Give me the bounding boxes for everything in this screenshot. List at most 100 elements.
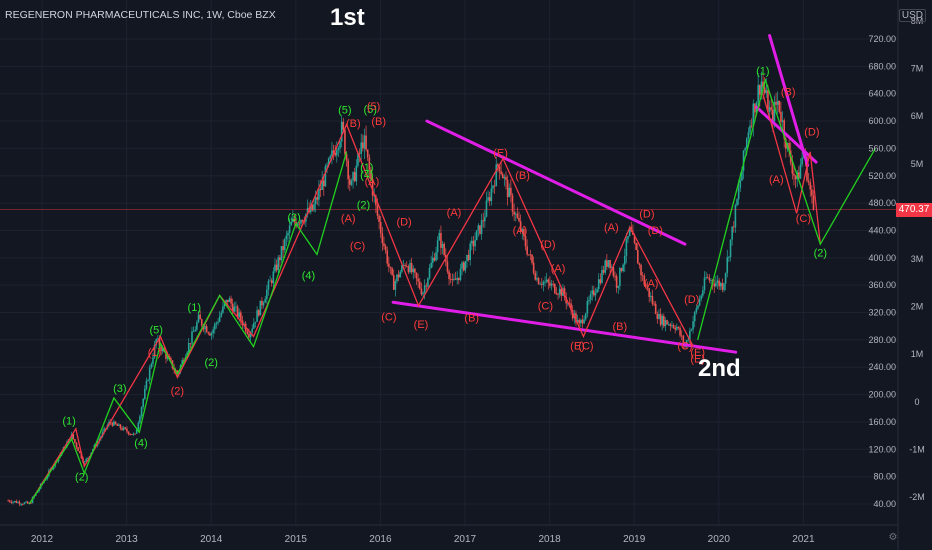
candle-body: [737, 187, 740, 200]
candle-body: [409, 263, 411, 273]
candle-body: [313, 204, 315, 211]
candle-body: [497, 164, 499, 167]
wave-label: (E): [570, 340, 585, 352]
candle-body: [464, 261, 467, 271]
price-tick-label: 320.00: [868, 308, 896, 318]
candle-body: [23, 502, 26, 505]
candle-body: [355, 165, 358, 182]
candle-body: [719, 283, 722, 287]
annotation-first: 1st: [330, 4, 365, 31]
candle-body: [223, 303, 226, 307]
candle-body: [192, 331, 195, 333]
candle-body: [253, 323, 255, 329]
price-tick-label: 560.00: [868, 143, 896, 153]
candle-body: [69, 439, 71, 441]
currency-label[interactable]: USD: [898, 9, 926, 22]
candle-body: [760, 81, 763, 95]
candle-body: [687, 339, 690, 341]
candle-body: [218, 316, 221, 322]
candle-body: [75, 442, 78, 448]
candle-body: [742, 150, 745, 171]
candle-body: [116, 424, 118, 426]
candle-body: [117, 424, 120, 426]
settings-icon[interactable]: ⚙: [888, 532, 898, 543]
candle-body: [811, 189, 813, 196]
candle-body: [529, 254, 532, 256]
wave-label: (D): [648, 225, 663, 237]
candle-body: [636, 249, 639, 264]
candle-body: [386, 250, 389, 264]
candle-body: [137, 422, 140, 430]
wave-label: (C): [350, 241, 365, 253]
candle-body: [207, 332, 210, 334]
candle-body: [427, 278, 429, 287]
candle-body: [30, 502, 32, 504]
candle-body: [809, 181, 812, 190]
candle-body: [422, 292, 424, 295]
volume-tick-label: 0: [914, 397, 919, 407]
candle-body: [345, 153, 348, 161]
candle-body: [438, 232, 441, 241]
candle-body: [576, 320, 579, 323]
candle-body: [378, 215, 380, 222]
candle-body: [213, 324, 216, 330]
candle-body: [306, 208, 309, 215]
candle-body: [695, 308, 698, 313]
candle-body: [540, 283, 543, 285]
price-tick-label: 240.00: [868, 362, 896, 372]
wave-label: (A): [365, 176, 380, 188]
candle-body: [256, 310, 258, 322]
candle-body: [558, 288, 561, 295]
candle-body: [732, 226, 735, 228]
candle-body: [18, 501, 21, 505]
candle-body: [565, 296, 567, 304]
wave-label: (C): [796, 213, 811, 225]
wave-label: (1): [148, 347, 161, 359]
candle-body: [189, 343, 192, 344]
candle-body: [747, 132, 750, 139]
candle-body: [597, 279, 600, 290]
candle-body: [758, 85, 761, 95]
candle-body: [402, 264, 405, 266]
candle-body: [181, 360, 184, 366]
candle-body: [693, 312, 696, 322]
volume-tick-label: 2M: [911, 302, 924, 312]
candle-body: [780, 111, 782, 122]
candle-body: [638, 263, 641, 266]
wave-label: (1): [188, 302, 201, 314]
candle-body: [536, 278, 538, 280]
candle-body: [510, 187, 512, 196]
candle-body: [388, 263, 390, 267]
candle-body: [659, 314, 662, 325]
candle-body: [453, 278, 455, 280]
candle-body: [235, 306, 237, 308]
candle-body: [257, 310, 260, 316]
candle-body: [649, 295, 652, 297]
candle-body: [433, 257, 436, 261]
candle-body: [614, 275, 616, 277]
candle-body: [506, 179, 509, 198]
candle-body: [698, 299, 701, 306]
candle-body: [272, 271, 275, 284]
candle-body: [718, 280, 720, 287]
wave-label: (A): [341, 213, 356, 225]
wave-label: (E): [493, 148, 508, 160]
candle-body: [222, 306, 224, 313]
candle-body: [664, 320, 667, 327]
candle-body: [521, 229, 524, 232]
price-tick-label: 80.00: [873, 472, 896, 482]
candle-body: [773, 101, 776, 122]
candle-body: [682, 335, 685, 345]
candle-body: [706, 277, 709, 279]
candle-body: [588, 299, 590, 302]
candle-body: [495, 164, 498, 186]
candle-body: [459, 268, 462, 281]
candle-body: [352, 172, 354, 181]
candle-body: [269, 280, 271, 282]
candle-body: [508, 187, 511, 198]
candle-body: [763, 87, 766, 94]
candle-body: [280, 246, 283, 261]
volume-tick-label: 1M: [911, 349, 924, 359]
candle-body: [526, 246, 528, 255]
